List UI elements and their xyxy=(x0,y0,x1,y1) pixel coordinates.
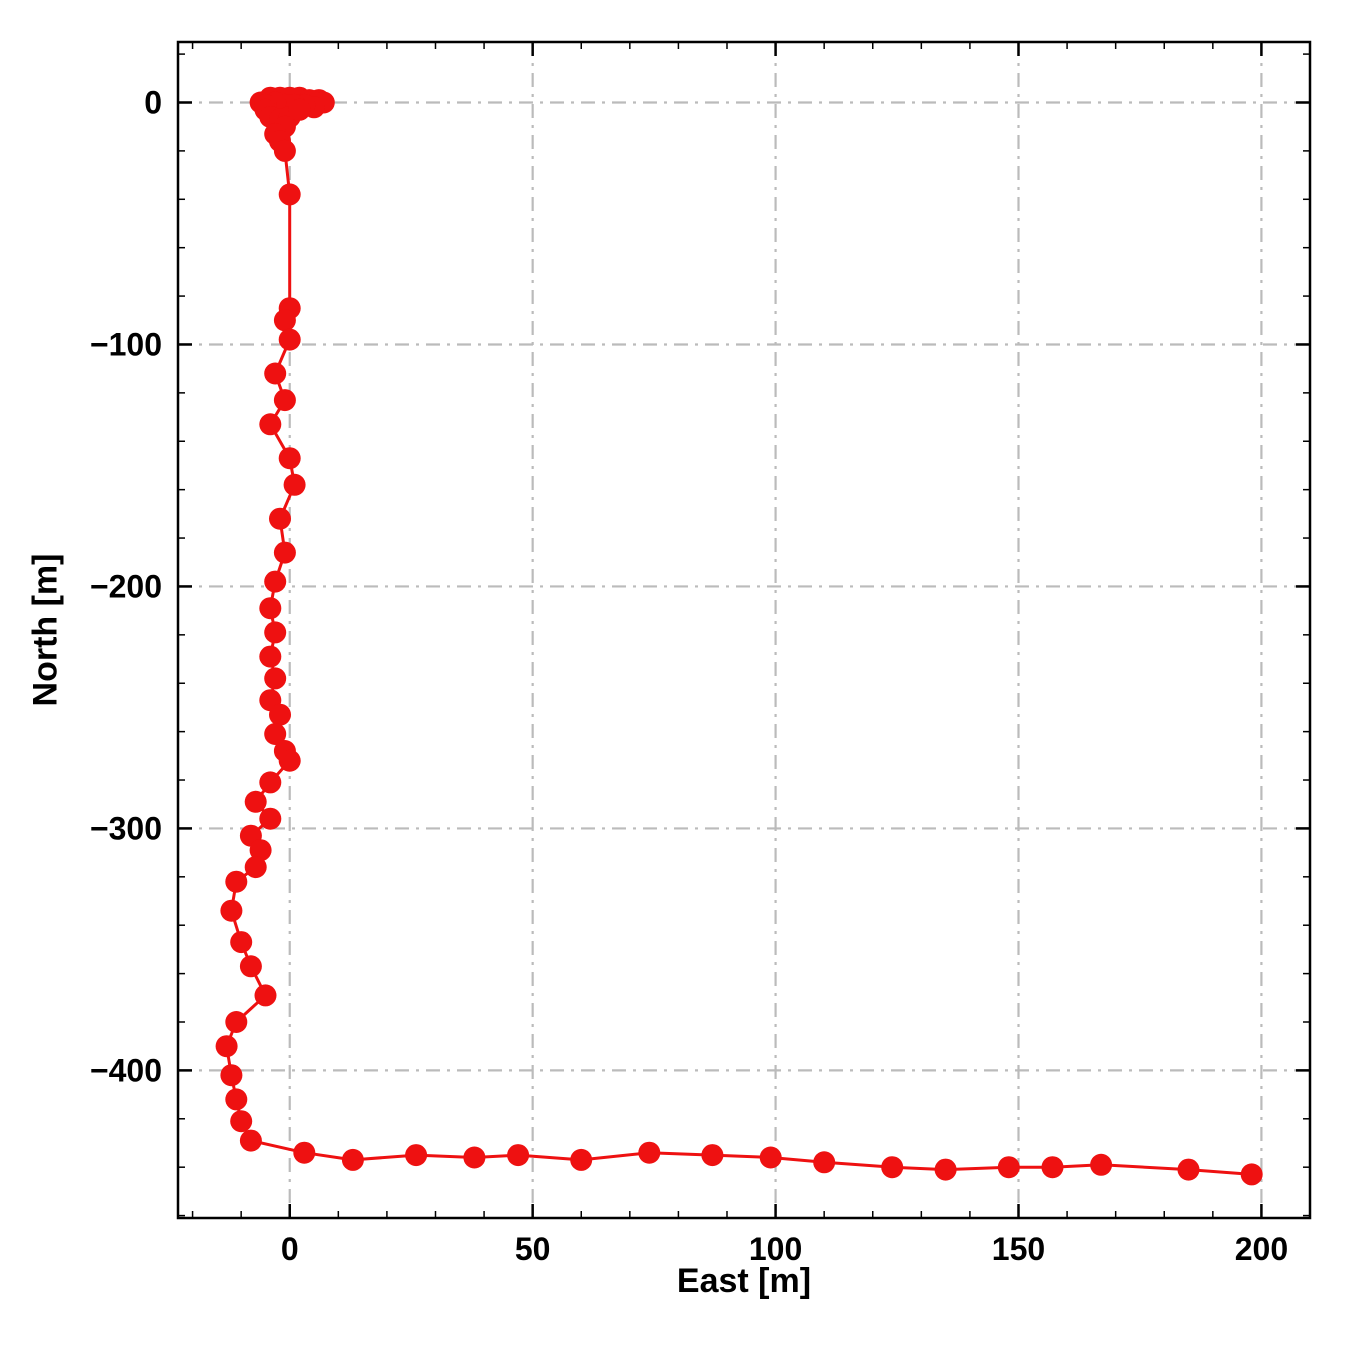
trajectory-marker xyxy=(638,1141,661,1164)
trajectory-marker xyxy=(269,507,291,530)
trajectory-marker xyxy=(701,1144,724,1167)
trajectory-marker xyxy=(225,870,248,893)
trajectory-marker xyxy=(341,1148,364,1171)
trajectory-marker xyxy=(215,1035,238,1058)
trajectory-line xyxy=(225,96,1254,1176)
trajectory-marker xyxy=(264,570,287,593)
trajectory-marker xyxy=(293,1141,316,1164)
trajectory-marker xyxy=(264,362,287,385)
x-tick-label: 50 xyxy=(515,1231,551,1267)
trajectory-marker xyxy=(254,984,277,1007)
y-tick-label: −100 xyxy=(90,326,162,362)
trajectory-marker xyxy=(405,1144,428,1167)
trajectory-marker xyxy=(1177,1158,1200,1181)
trajectory-marker xyxy=(230,1110,253,1133)
trajectory-marker xyxy=(244,856,267,879)
y-tick-label: 0 xyxy=(144,84,162,120)
y-tick-label: −200 xyxy=(90,568,162,604)
trajectory-marker xyxy=(259,807,282,830)
trajectory-marker xyxy=(278,749,301,772)
trajectory-marker xyxy=(278,447,301,470)
x-tick-label: 200 xyxy=(1235,1231,1288,1267)
trajectory-marker xyxy=(278,183,301,206)
trajectory-marker xyxy=(1090,1153,1113,1176)
trajectory-marker xyxy=(249,839,272,862)
trajectory-marker xyxy=(463,1146,486,1169)
trajectory-marker xyxy=(273,139,296,162)
y-axis-label: North [m] xyxy=(26,553,65,707)
trajectory-marker xyxy=(507,1144,530,1167)
x-tick-label: 100 xyxy=(749,1231,802,1267)
trajectory-marker xyxy=(273,389,296,412)
trajectory-marker xyxy=(220,899,243,922)
trajectory-marker xyxy=(1240,1163,1263,1186)
trajectory-marker xyxy=(759,1146,782,1169)
y-tick-label: −400 xyxy=(90,1052,162,1088)
trajectory-marker xyxy=(244,790,267,813)
trajectory-marker xyxy=(230,931,253,954)
x-axis-label: East [m] xyxy=(676,1262,812,1300)
trajectory-marker xyxy=(278,328,301,351)
x-tick-label: 0 xyxy=(281,1231,299,1267)
trajectory-marker xyxy=(881,1156,904,1179)
trajectory-marker xyxy=(264,723,287,745)
trajectory-marker xyxy=(225,1088,248,1111)
trajectory-marker xyxy=(259,413,282,436)
x-tick-label: 150 xyxy=(992,1231,1045,1267)
trajectory-marker xyxy=(239,955,262,978)
trajectory-marker xyxy=(570,1148,593,1171)
trajectory-marker xyxy=(264,621,287,644)
trajectory-marker xyxy=(220,1064,243,1087)
trajectory-marker xyxy=(259,771,282,794)
trajectory-marker xyxy=(997,1156,1020,1179)
trajectory-marker xyxy=(225,1011,248,1033)
trajectory-marker xyxy=(259,597,282,620)
trajectory-marker xyxy=(1041,1156,1064,1179)
trajectory-marker xyxy=(239,1129,262,1152)
trajectory-marker xyxy=(273,541,296,564)
trajectory-marker xyxy=(934,1158,957,1181)
trajectory-marker xyxy=(283,473,306,496)
trajectory-marker xyxy=(259,645,282,668)
trajectory-marker xyxy=(813,1151,836,1174)
y-tick-label: −300 xyxy=(90,810,162,846)
trajectory-marker xyxy=(273,309,296,332)
trajectory-marker xyxy=(264,667,287,690)
plot-border xyxy=(176,40,1312,1220)
trajectory-marker xyxy=(288,98,311,121)
trajectory-marker xyxy=(269,703,291,726)
